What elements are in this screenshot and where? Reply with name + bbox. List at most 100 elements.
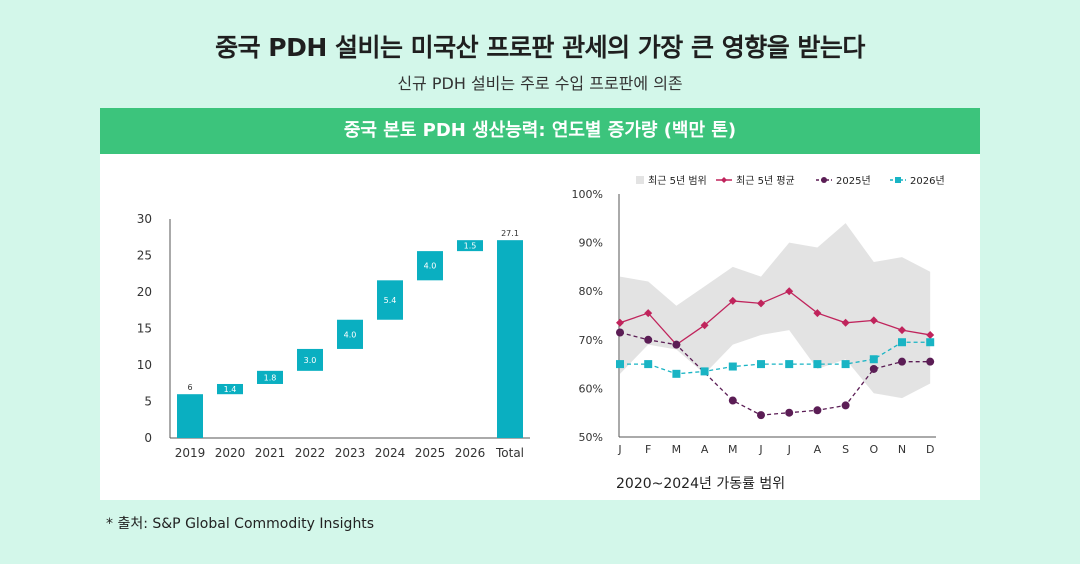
x-tick-label: 2026 xyxy=(455,446,486,460)
y2025-series-point xyxy=(644,335,653,344)
bar-value-label: 4.0 xyxy=(344,330,357,339)
waterfall-bar xyxy=(177,394,203,438)
x-tick-label: 2019 xyxy=(175,446,206,460)
waterfall-bar xyxy=(377,280,403,320)
x-tick-label: 2021 xyxy=(255,446,286,460)
waterfall-bar xyxy=(217,383,243,395)
avg-series-point xyxy=(728,296,737,305)
legend-label: 최근 5년 범위 xyxy=(648,174,707,187)
bar-value-label: 5.4 xyxy=(384,296,397,305)
y-tick-label: 10 xyxy=(137,358,152,372)
chart-panel: 중국 본토 PDH 생산능력: 연도별 증가량 (백만 톤) 0 5 10 15 20 2… xyxy=(100,108,980,500)
x-tick-label: 2022 xyxy=(295,446,326,460)
avg-series-point xyxy=(616,318,624,327)
x-tick-label: O xyxy=(869,443,878,456)
x-tick-label: Total xyxy=(495,446,524,460)
bar-value-label: 3.0 xyxy=(304,356,317,365)
legend-label: 최근 5년 평균 xyxy=(736,175,795,187)
x-tick-label: D xyxy=(926,443,934,456)
x-tick-label: M xyxy=(672,443,682,456)
y2026-series-point xyxy=(728,362,737,371)
x-tick-label: S xyxy=(842,443,849,456)
y2025-series-point xyxy=(898,357,906,366)
avg-series-point xyxy=(700,321,709,330)
x-tick-label: 2023 xyxy=(335,446,366,460)
y2025-series-point xyxy=(869,364,878,373)
y-tick-label: 30 xyxy=(137,212,152,226)
five-year-range-band xyxy=(620,223,931,399)
bar-value-label: 1.4 xyxy=(224,385,237,394)
y2026-series-point xyxy=(926,338,935,347)
y-tick-label: 20 xyxy=(137,285,152,299)
legend-label: 2025년 xyxy=(836,175,871,187)
waterfall-bar xyxy=(497,240,523,438)
avg-series-point xyxy=(644,309,653,318)
page-title: 중국 PDH 설비는 미국산 프로판 관세의 가장 큰 영향을 받는다 xyxy=(215,33,865,62)
y2026-series-point xyxy=(644,360,653,369)
bar-value-label: 27.1 xyxy=(501,229,519,238)
avg-series-point xyxy=(898,326,906,335)
y2025-series-point xyxy=(757,411,765,420)
chart-caption: 2020~2024년 가동률 범위 xyxy=(616,476,785,492)
y2026-series-point xyxy=(841,360,850,369)
y2026-series-point xyxy=(616,360,624,369)
y2026-series-point xyxy=(785,360,794,369)
bar-value-label: 6 xyxy=(187,383,192,392)
waterfall-bar xyxy=(417,251,443,281)
y-tick-label: 15 xyxy=(137,322,152,336)
x-tick-label: A xyxy=(814,443,822,456)
page-subtitle: 신규 PDH 설비는 주로 수입 프로판에 의존 xyxy=(397,74,683,93)
y2026-series-line xyxy=(620,341,931,375)
y2025-series-point xyxy=(841,401,850,410)
y2026-series-point xyxy=(898,338,906,347)
waterfall-bar xyxy=(457,240,483,252)
avg-series-point xyxy=(757,299,765,308)
waterfall-bar xyxy=(297,348,323,371)
y2025-series-point xyxy=(785,408,794,417)
y2026-series-point xyxy=(757,360,765,369)
y2026-series-point xyxy=(813,360,822,369)
y-tick-label: 50% xyxy=(579,431,603,444)
x-tick-label: N xyxy=(898,443,906,456)
utilization-line-chart: 50% 60% 70% 80% 90% 100% J F M A M J J A S O N D 2020~2024… xyxy=(572,174,945,492)
y2026-series-point xyxy=(869,355,878,364)
legend-marker-2026 xyxy=(895,177,901,183)
y-tick-label: 100% xyxy=(572,188,603,201)
y2026-series-point xyxy=(700,367,709,376)
y-tick-label: 0 xyxy=(144,431,152,445)
y-tick-label: 5 xyxy=(144,395,152,409)
x-tick-label: J xyxy=(758,443,762,456)
waterfall-chart: 051015202530620191.420201.820213.020224.… xyxy=(137,212,530,460)
y2026-series-point xyxy=(672,369,681,378)
x-tick-label: F xyxy=(645,443,651,456)
avg-series-point xyxy=(841,318,850,327)
legend-marker-avg xyxy=(721,177,727,183)
x-tick-label: J xyxy=(617,443,621,456)
x-tick-label: 2024 xyxy=(375,446,406,460)
y-tick-label: 60% xyxy=(579,382,603,395)
panel-title: 중국 본토 PDH 생산능력: 연도별 증가량 (백만 톤) xyxy=(100,108,980,154)
x-tick-label: J xyxy=(787,443,791,456)
waterfall-bar xyxy=(257,370,283,384)
legend-marker-2025 xyxy=(821,177,827,183)
y2025-series-point xyxy=(672,340,681,349)
y2025-series-point xyxy=(926,357,935,366)
avg-series-point xyxy=(785,287,794,296)
y2025-series-point xyxy=(728,396,737,405)
y-tick-label: 70% xyxy=(579,334,603,347)
y-tick-label: 80% xyxy=(579,285,603,298)
y-tick-label: 25 xyxy=(137,249,152,263)
avg-series-point xyxy=(869,316,878,325)
avg-series-point xyxy=(813,309,822,318)
bar-value-label: 1.5 xyxy=(464,242,477,251)
waterfall-bar xyxy=(337,319,363,349)
legend-label: 2026년 xyxy=(910,175,945,187)
avg-series-point xyxy=(926,330,935,339)
source-note: * 출처: S&P Global Commodity Insights xyxy=(106,516,375,532)
x-tick-label: 2020 xyxy=(215,446,246,460)
y2025-series-point xyxy=(813,406,822,415)
bar-value-label: 4.0 xyxy=(424,262,437,271)
y2025-series-point xyxy=(616,328,624,337)
x-tick-label: 2025 xyxy=(415,446,446,460)
legend-swatch-range xyxy=(636,176,644,184)
